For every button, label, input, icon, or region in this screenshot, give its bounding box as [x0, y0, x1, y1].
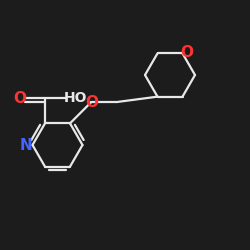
Text: HO: HO — [63, 91, 87, 105]
Text: O: O — [180, 44, 194, 60]
Text: O: O — [85, 94, 98, 110]
Text: N: N — [20, 138, 32, 152]
Text: O: O — [14, 91, 26, 106]
